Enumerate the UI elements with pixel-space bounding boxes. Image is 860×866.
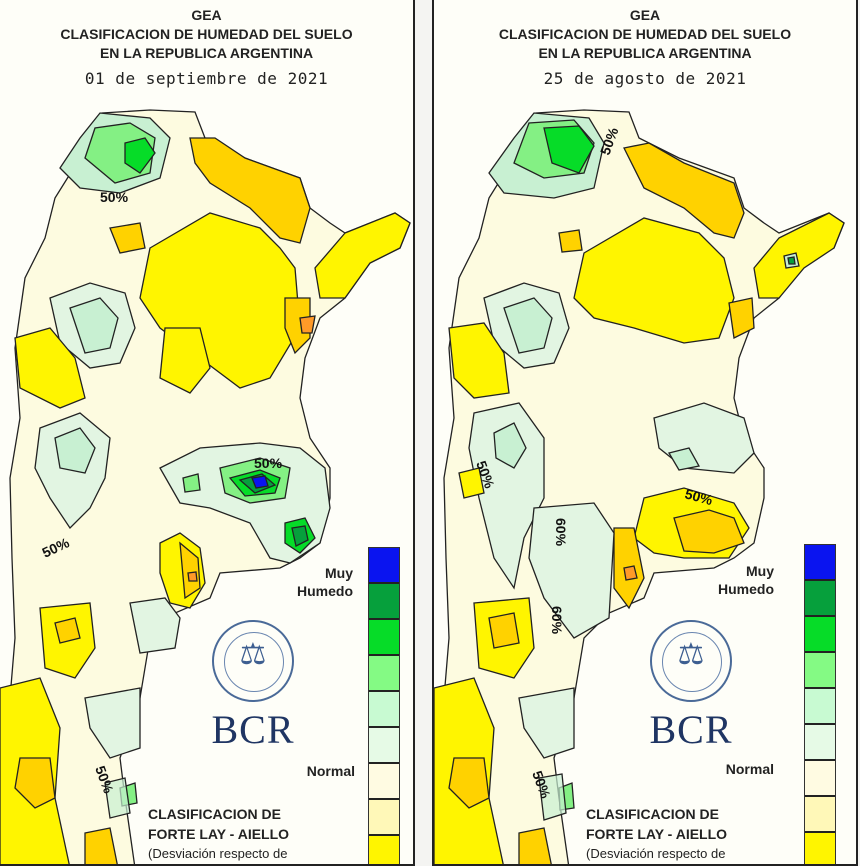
legend-label-muy: Muy: [746, 563, 774, 579]
argentina-moisture-map: 50% 50% 50% 50%: [0, 109, 411, 864]
legend-cell: [805, 617, 835, 653]
classification-line1: CLASIFICACION DE: [586, 806, 719, 822]
legend-cell-dry: [369, 836, 399, 864]
legend-cell: [369, 764, 399, 800]
classification-note: CLASIFICACION DE FORTE LAY - AIELLO (Des…: [148, 804, 289, 864]
contour-label: 60%: [549, 606, 565, 635]
bcr-logo-text: BCR: [211, 707, 295, 752]
legend-label-normal: Normal: [725, 761, 774, 777]
legend-cell: [805, 653, 835, 689]
map-panel-right: GEA CLASIFICACION DE HUMEDAD DEL SUELO E…: [432, 0, 858, 866]
moisture-legend: [368, 547, 400, 864]
org-title: GEA: [191, 7, 222, 23]
contour-label: 50%: [254, 455, 283, 471]
legend-cell: [805, 761, 835, 797]
contour-label: 60%: [553, 518, 569, 547]
bcr-logo: ⚖ BCR: [646, 620, 736, 753]
classification-line2: FORTE LAY - AIELLO: [148, 826, 290, 842]
map-date: 01 de septiembre de 2021: [84, 69, 329, 88]
map-title-line2: EN LA REPUBLICA ARGENTINA: [99, 45, 314, 61]
legend-label-normal: Normal: [306, 763, 355, 779]
moisture-legend: [804, 544, 836, 864]
classification-line1: CLASIFICACION DE: [148, 806, 281, 822]
legend-label-humedo: Humedo: [297, 583, 353, 599]
bcr-logo-text: BCR: [649, 707, 733, 752]
org-title: GEA: [629, 7, 661, 23]
classification-line3: (Desviación respecto de: [148, 846, 288, 861]
classification-line2: FORTE LAY - AIELLO: [586, 826, 728, 842]
legend-cell: [805, 689, 835, 725]
argentina-moisture-map: 50% 50% 50% 60% 60% 50%: [434, 109, 845, 864]
legend-cell-very-wet: [805, 545, 835, 581]
legend-cell-dry: [805, 833, 835, 864]
legend-cell: [369, 656, 399, 692]
legend-cell: [369, 620, 399, 656]
contour-label: 50%: [683, 485, 715, 508]
classification-note: CLASIFICACION DE FORTE LAY - AIELLO (Des…: [586, 804, 727, 864]
map-title-line2: EN LA REPUBLICA ARGENTINA: [538, 45, 752, 61]
map-title-line1: CLASIFICACION DE HUMEDAD DEL SUELO: [498, 26, 792, 42]
map-panel-left: GEA CLASIFICACION DE HUMEDAD DEL SUELO E…: [0, 0, 415, 866]
legend-label-humedo: Humedo: [718, 581, 774, 597]
legend-cell-very-wet: [369, 548, 399, 584]
legend-cell: [369, 800, 399, 836]
bcr-seal-icon: ⚖: [650, 620, 732, 702]
legend-cell-normal: [805, 725, 835, 761]
bcr-logo: ⚖ BCR: [208, 620, 298, 753]
legend-cell: [805, 797, 835, 833]
classification-line3: (Desviación respecto de: [586, 846, 726, 861]
map-date: 25 de agosto de 2021: [543, 69, 747, 88]
contour-label: 50%: [100, 189, 129, 205]
legend-cell-normal: [369, 728, 399, 764]
legend-cell: [369, 692, 399, 728]
map-title-line1: CLASIFICACION DE HUMEDAD DEL SUELO: [60, 26, 353, 42]
legend-cell: [369, 584, 399, 620]
legend-label-muy: Muy: [325, 565, 353, 581]
bcr-seal-icon: ⚖: [212, 620, 294, 702]
legend-cell: [805, 581, 835, 617]
